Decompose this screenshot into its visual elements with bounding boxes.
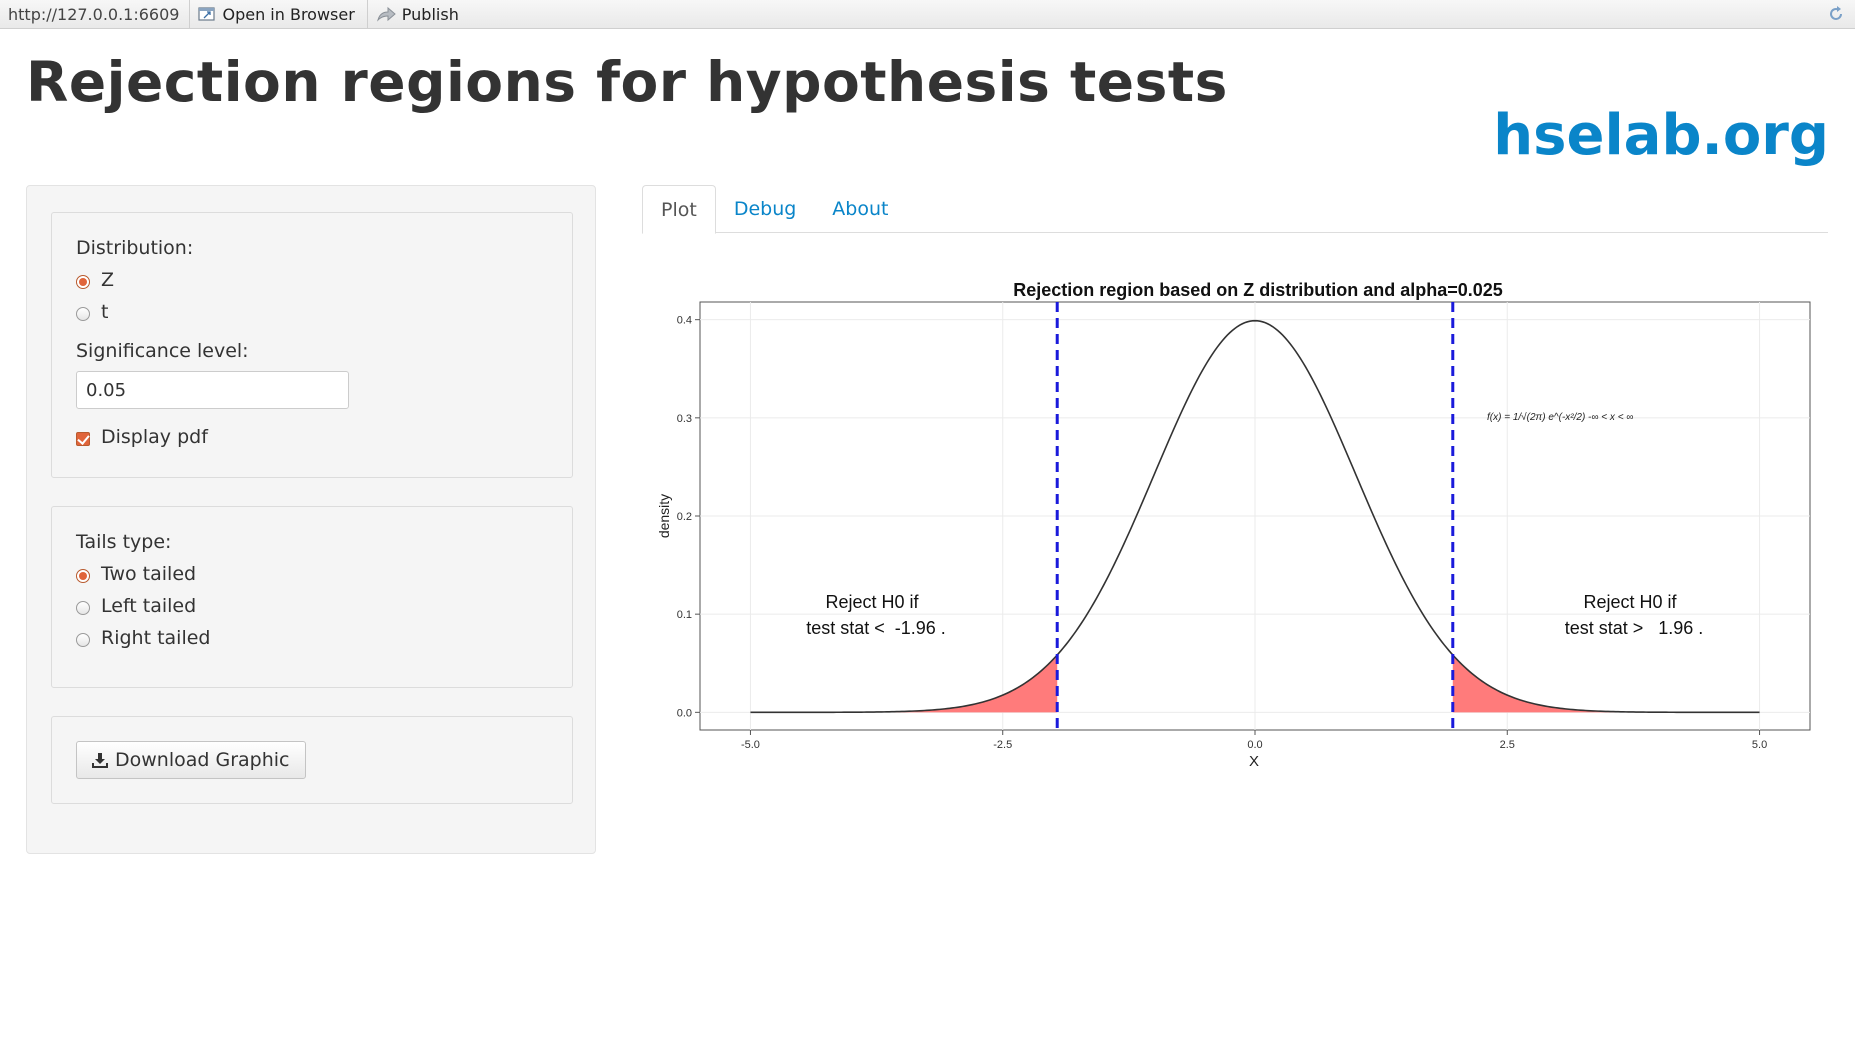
x-tick-label: 2.5 <box>1500 739 1515 751</box>
display-pdf-label: Display pdf <box>101 426 208 448</box>
sidebar-panel: Distribution: Z t Significance level: Di… <box>26 185 596 854</box>
radio-label: Two tailed <box>101 563 197 585</box>
y-tick-label: 0.3 <box>677 413 692 425</box>
left-rejection-area <box>750 654 1058 713</box>
open-in-browser-label: Open in Browser <box>222 4 355 24</box>
checkbox-icon[interactable] <box>76 432 90 446</box>
publish-icon <box>376 6 396 22</box>
url-display: http://127.0.0.1:6609 <box>0 0 191 28</box>
pdf-formula: f(x) = 1/√(2π) e^(-x²/2) -∞ < x < ∞ <box>1487 411 1633 423</box>
radio-distribution-t[interactable]: t <box>76 301 108 323</box>
radio-two-tailed[interactable]: Two tailed <box>76 563 196 585</box>
x-tick-label: 5.0 <box>1752 739 1767 751</box>
publish-label: Publish <box>401 4 459 24</box>
radio-button[interactable] <box>76 633 90 647</box>
download-label: Download Graphic <box>115 749 290 771</box>
tails-label: Tails type: <box>76 531 172 553</box>
radio-button[interactable] <box>76 307 90 321</box>
open-in-browser-button[interactable]: Open in Browser <box>190 0 368 28</box>
chart-title: Rejection region based on Z distribution… <box>1013 280 1503 300</box>
radio-button[interactable] <box>76 275 90 289</box>
y-tick-label: 0.4 <box>677 315 692 327</box>
radio-right-tailed[interactable]: Right tailed <box>76 627 210 649</box>
x-tick-label: 0.0 <box>1247 739 1262 751</box>
download-icon <box>92 753 108 768</box>
right-annotation-line2: test stat > 1.96 . <box>1565 618 1704 638</box>
browser-icon <box>198 7 216 21</box>
radio-button[interactable] <box>76 569 90 583</box>
y-tick-label: 0.0 <box>677 707 692 719</box>
tab-plot[interactable]: Plot <box>642 185 716 234</box>
significance-label: Significance level: <box>76 340 249 362</box>
radio-label: Left tailed <box>101 595 197 617</box>
radio-label: Z <box>101 269 115 291</box>
radio-label: t <box>101 301 109 323</box>
y-tick-label: 0.1 <box>677 609 692 621</box>
tab-debug[interactable]: Debug <box>733 198 797 220</box>
plot-area: Rejection region based on Z distribution… <box>650 270 1830 784</box>
right-rejection-area <box>1452 654 1760 713</box>
y-axis-label: density <box>656 494 672 538</box>
left-annotation-line2: test stat < -1.96 . <box>806 618 946 638</box>
brand-logo: hselab.org <box>1493 103 1829 168</box>
x-axis-label: X <box>1249 753 1259 770</box>
right-annotation-line1: Reject H0 if <box>1583 592 1677 612</box>
distribution-label: Distribution: <box>76 237 194 259</box>
display-pdf-checkbox[interactable]: Display pdf <box>76 426 208 448</box>
rejection-region-chart: Rejection region based on Z distribution… <box>656 280 1811 770</box>
tab-about[interactable]: About <box>832 198 889 220</box>
x-tick-label: -5.0 <box>741 739 760 751</box>
y-tick-label: 0.2 <box>677 511 692 523</box>
viewer-toolbar: http://127.0.0.1:6609 Open in Browser Pu… <box>0 0 1855 29</box>
radio-label: Right tailed <box>101 627 211 649</box>
significance-input[interactable] <box>76 371 349 409</box>
distribution-well: Distribution: Z t Significance level: Di… <box>51 212 573 478</box>
radio-left-tailed[interactable]: Left tailed <box>76 595 196 617</box>
download-graphic-button[interactable]: Download Graphic <box>76 741 306 779</box>
tails-well: Tails type: Two tailed Left tailed Right… <box>51 506 573 688</box>
publish-button[interactable]: Publish <box>368 0 471 28</box>
x-tick-label: -2.5 <box>993 739 1012 751</box>
pdf-curve <box>750 319 1760 714</box>
radio-button[interactable] <box>76 601 90 615</box>
refresh-icon[interactable] <box>1827 5 1845 23</box>
radio-distribution-z[interactable]: Z <box>76 269 114 291</box>
tab-bar: Plot Debug About <box>642 185 1828 234</box>
left-annotation-line1: Reject H0 if <box>825 592 919 612</box>
page-title: Rejection regions for hypothesis tests <box>26 50 1228 114</box>
download-well: Download Graphic <box>51 716 573 804</box>
